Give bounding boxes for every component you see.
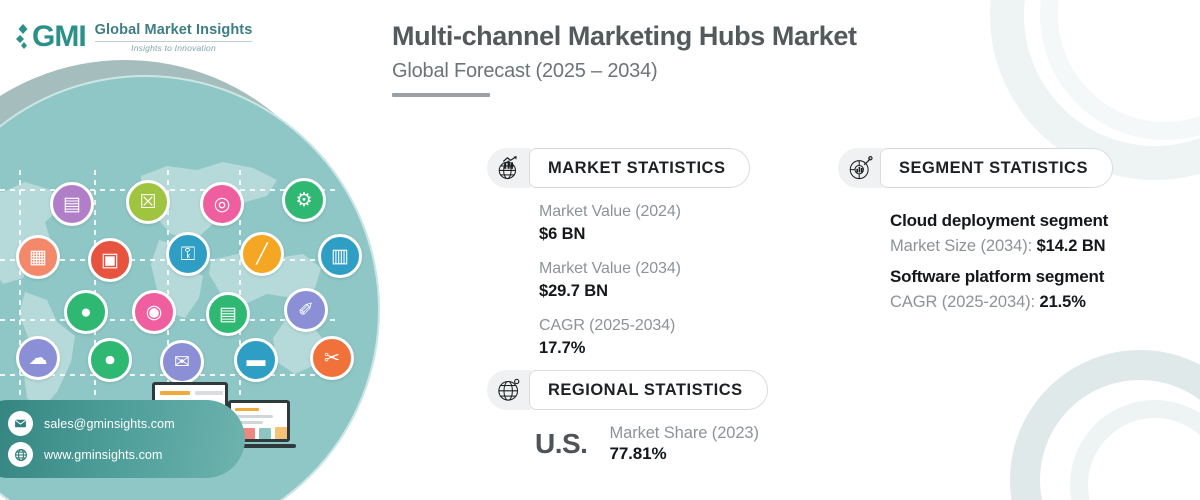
region-metric-value: 77.81%: [609, 444, 667, 463]
contact-email-text: sales@gminsights.com: [44, 416, 175, 431]
header-underline: [392, 92, 490, 97]
market-statistics-label: MARKET STATISTICS: [529, 148, 751, 188]
regional-statistics-rows: U.S. Market Share (2023) 77.81%: [535, 424, 768, 464]
record-button-icon: ⏺: [88, 338, 132, 382]
segment-2-metric-value: 21.5%: [1039, 292, 1086, 311]
calendar-icon: ▤: [206, 292, 250, 336]
gmi-logo-divider: [94, 40, 253, 42]
paint-tools-icon: ✐: [284, 288, 328, 332]
regional-statistics-block: REGIONAL STATISTICS U.S. Market Share (2…: [487, 370, 768, 464]
books-icon: ▥: [318, 234, 362, 278]
segment-statistics-block: SEGMENT STATISTICS Cloud deployment segm…: [838, 148, 1113, 315]
contact-website-row[interactable]: www.gminsights.com: [8, 442, 245, 467]
ruler-pencil-icon: ╱: [240, 232, 284, 276]
segment-2-metric-label: CAGR (2025-2034):: [890, 292, 1040, 311]
page-subtitle: Global Forecast (2025 – 2034): [392, 59, 658, 82]
segment-1-metric: Market Size (2034): $14.2 BN: [890, 234, 1113, 259]
camera-icon: ▣: [88, 238, 132, 282]
region-metric-label: Market Share (2023): [609, 424, 759, 442]
contact-pill: sales@gminsights.com www.gminsights.com: [0, 400, 245, 478]
lightbulb-icon: ●: [64, 290, 108, 334]
envelope-icon: [8, 411, 33, 436]
regional-statistics-label: REGIONAL STATISTICS: [529, 370, 768, 410]
credit-card-icon: ▤: [50, 182, 94, 226]
gmi-logo[interactable]: GMI Global Market Insights Insights to I…: [14, 20, 253, 54]
gmi-logo-tagline: Insights to Innovation: [131, 42, 216, 53]
market-value-2024-label: Market Value (2024): [539, 203, 681, 220]
segment-statistics-rows: Cloud deployment segment Market Size (20…: [890, 208, 1113, 315]
cloud-icon: ☁: [16, 336, 60, 380]
market-statistics-rows: Market Value (2024) $6 BN Market Value (…: [539, 200, 750, 361]
payment-card-icon: ▬: [234, 338, 278, 382]
segment-statistics-label: SEGMENT STATISTICS: [880, 148, 1113, 188]
region-metric: Market Share (2023) 77.81%: [609, 424, 759, 464]
segment-2-heading: Software platform segment: [890, 267, 1105, 287]
search-icon: ◎: [200, 182, 244, 226]
market-value-2024-value: $6 BN: [539, 225, 586, 244]
gmi-logo-text: Global Market Insights Insights to Innov…: [94, 22, 253, 53]
market-cagr-label: CAGR (2025-2034): [539, 317, 676, 335]
regional-statistics-header: REGIONAL STATISTICS: [487, 370, 768, 410]
segment-1-metric-value: $14.2 BN: [1036, 236, 1106, 255]
segment-1-heading: Cloud deployment segment: [890, 211, 1109, 230]
gmi-logo-name: Global Market Insights: [94, 22, 253, 38]
page-title: Multi-channel Marketing Hubs Market: [392, 21, 857, 51]
illustration-panel: ▤ ☒ ◎ ⚙ ▦ ▣ ⚿ ╱ ▥ ● ◉ ▤ ✐ ☁ ⏺ ✉ ▬ ✂: [0, 0, 400, 500]
globe-pin-icon: [487, 370, 531, 410]
region-name: U.S.: [535, 428, 588, 459]
mail-icon: ✉: [160, 340, 204, 384]
market-statistics-header: MARKET STATISTICS: [487, 148, 751, 188]
globe-icon: [8, 442, 33, 467]
market-statistics-block: MARKET STATISTICS Market Value (2024) $6…: [487, 148, 751, 361]
contact-website-text: www.gminsights.com: [44, 447, 163, 462]
market-value-2034-value: $29.7 BN: [539, 282, 608, 301]
segment-2-metric: CAGR (2025-2034): 21.5%: [890, 290, 1113, 315]
segment-1-metric-label: Market Size (2034):: [890, 236, 1037, 255]
market-value-2034-label: Market Value (2034): [539, 260, 681, 278]
segment-statistics-header: SEGMENT STATISTICS: [838, 148, 1113, 188]
diamond-accent-icon: [16, 24, 28, 50]
calculator-icon: ▦: [16, 235, 60, 279]
shopping-basket-icon: ☒: [126, 180, 170, 224]
gmi-logo-mark: GMI: [14, 20, 87, 54]
gmi-monogram: GMI: [32, 20, 87, 54]
gear-network-icon: ⚙: [282, 178, 326, 222]
eye-icon: ◉: [132, 290, 176, 334]
unlock-icon: ⚿: [166, 232, 210, 276]
scissors-icon: ✂: [310, 336, 354, 380]
market-cagr-value: 17.7%: [539, 339, 586, 358]
contact-email-row[interactable]: sales@gminsights.com: [8, 411, 245, 436]
globe-chart-icon: [487, 148, 531, 188]
pie-chart-arrow-icon: [838, 148, 882, 188]
header: Multi-channel Marketing Hubs Market Glob…: [392, 20, 857, 97]
